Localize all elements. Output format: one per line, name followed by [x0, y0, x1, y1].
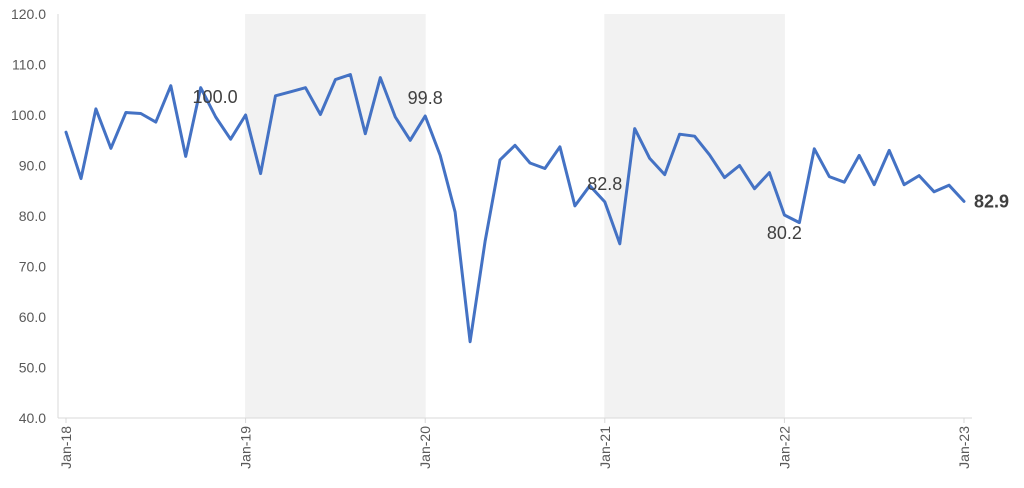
tick-labels: 40.0 50.0 60.0 70.0 80.0 90.0 100.0 110.0 120.0 J… — [11, 6, 972, 469]
x-tick-label: Jan-19 — [238, 426, 254, 469]
data-label: 99.8 — [408, 88, 443, 108]
data-label: 82.9 — [974, 191, 1009, 211]
y-tick-label: 50.0 — [19, 360, 46, 376]
x-tick-label: Jan-20 — [417, 426, 433, 469]
y-tick-label: 40.0 — [19, 410, 46, 426]
x-tick-label: Jan-21 — [597, 426, 613, 469]
x-tick-label: Jan-18 — [58, 426, 74, 469]
y-tick-label: 60.0 — [19, 309, 46, 325]
y-tick-label: 80.0 — [19, 208, 46, 224]
y-tick-label: 90.0 — [19, 158, 46, 174]
data-label: 82.8 — [587, 174, 622, 194]
data-labels: 100.0 99.8 82.8 80.2 82.9 — [193, 87, 1009, 243]
y-tick-label: 110.0 — [12, 57, 46, 73]
series-line — [64, 73, 966, 344]
axes — [57, 14, 972, 419]
series-line-path — [64, 73, 966, 344]
data-label: 80.2 — [767, 223, 802, 243]
y-tick-label: 120.0 — [11, 6, 46, 22]
shaded-period-2 — [604, 14, 785, 418]
y-tick-label: 70.0 — [19, 259, 46, 275]
y-tick-label: 100.0 — [11, 107, 46, 123]
shaded-periods — [245, 14, 785, 418]
shaded-period-1 — [245, 14, 426, 418]
data-label: 100.0 — [193, 87, 238, 107]
x-tick-label: Jan-22 — [776, 426, 792, 469]
x-tick-label: Jan-23 — [956, 426, 972, 469]
